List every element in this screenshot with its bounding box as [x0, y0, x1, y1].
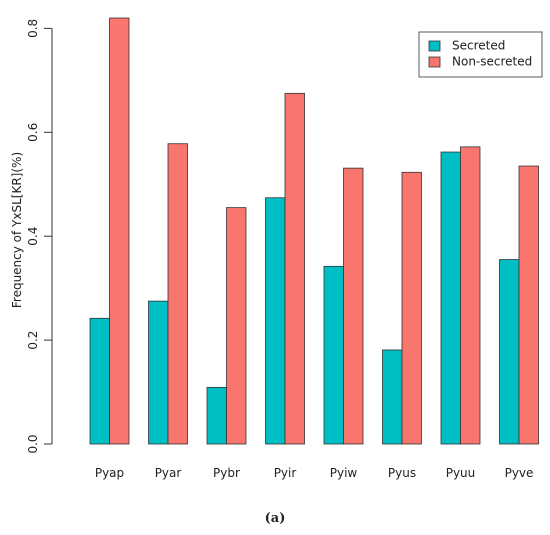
- x-tick-label: Pyve: [505, 466, 534, 480]
- bar-non-secreted-pyve: [518, 165, 539, 445]
- y-tick-label: 0.4: [26, 227, 40, 246]
- y-tick-label: 0.6: [26, 123, 40, 142]
- x-tick-label: Pyus: [388, 466, 416, 480]
- bar-secreted-pyir: [265, 197, 286, 445]
- bar-non-secreted-pyuu: [460, 146, 481, 445]
- bar-non-secreted-pyar: [167, 143, 188, 445]
- bar-non-secreted-pyus: [401, 171, 422, 445]
- y-tick-label: 0.0: [26, 434, 40, 453]
- x-tick-label: Pyar: [155, 466, 182, 480]
- legend-swatch-non-secreted: [428, 56, 441, 68]
- bar-secreted-pyap: [89, 317, 110, 445]
- y-tick-label: 0.2: [26, 331, 40, 350]
- bar-non-secreted-pyap: [109, 17, 130, 445]
- legend-label: Secreted: [452, 39, 505, 53]
- bar-secreted-pybr: [206, 386, 227, 445]
- legend-label: Non-secreted: [452, 55, 532, 69]
- legend-box: [418, 31, 543, 78]
- legend-swatch-secreted: [428, 40, 441, 52]
- y-axis-label: Frequency of YxSL[KR](%): [10, 152, 24, 308]
- x-tick-label: Pyir: [274, 466, 297, 480]
- bars: [89, 17, 539, 445]
- bar-secreted-pyve: [499, 259, 520, 445]
- figure-caption: (a): [265, 511, 286, 526]
- x-tick-label: Pybr: [213, 466, 240, 480]
- y-tick-label: 0.8: [26, 19, 40, 38]
- x-tick-label: Pyiw: [330, 466, 358, 480]
- x-axis: Pyap Pyar Pybr Pyir Pyiw Pyus Pyuu Pyve: [95, 466, 534, 480]
- bar-secreted-pyuu: [440, 151, 461, 445]
- bar-non-secreted-pyiw: [343, 167, 364, 445]
- bar-secreted-pyar: [148, 300, 169, 445]
- x-tick-label: Pyuu: [446, 466, 476, 480]
- bar-secreted-pyus: [382, 349, 403, 445]
- bar-secreted-pyiw: [323, 265, 344, 445]
- bar-non-secreted-pybr: [226, 207, 247, 445]
- y-axis: 0.0 0.2 0.4 0.6 0.8: [26, 19, 53, 454]
- bar-non-secreted-pyir: [284, 92, 305, 445]
- x-tick-label: Pyap: [95, 466, 124, 480]
- legend: Secreted Non-secreted: [418, 31, 543, 78]
